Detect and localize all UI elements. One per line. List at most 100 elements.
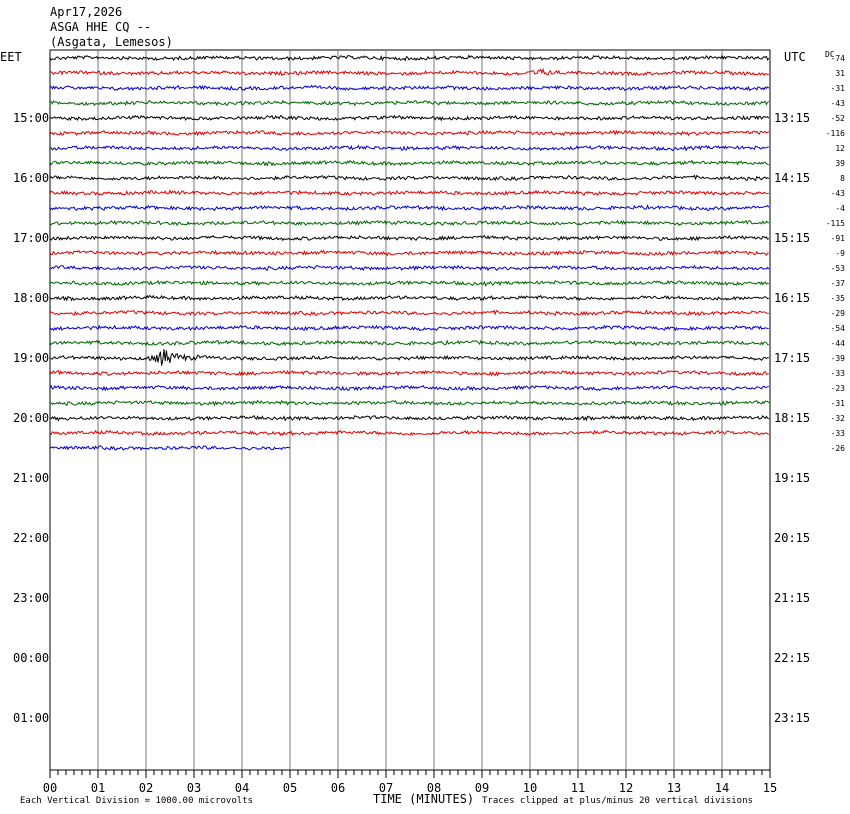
plot-frame: [49, 49, 771, 771]
trace-line: [49, 54, 770, 62]
right-hour-label: 17:15: [774, 351, 810, 365]
left-timezone-label: EET: [0, 50, 22, 64]
trace-line: [49, 67, 770, 77]
dc-offset-label: -43: [831, 99, 846, 108]
trace-line: [49, 114, 770, 122]
left-hour-label: 18:00: [13, 291, 49, 305]
dc-offset-label: -4: [835, 204, 845, 213]
right-hour-labels: 13:15 14:15 15:15 16:15 17:15 18:15 19:15 20:15…: [774, 111, 810, 725]
left-hour-label: 23:00: [13, 591, 49, 605]
dc-offset-label: -39: [831, 354, 846, 363]
header-date: Apr17,2026: [50, 5, 122, 19]
trace-line: [49, 159, 769, 167]
seismic-traces: [49, 54, 770, 451]
trace-line: [49, 369, 769, 377]
x-tick-label: 04: [235, 781, 249, 795]
right-hour-label: 19:15: [774, 471, 810, 485]
trace-line: [49, 249, 769, 257]
dc-offset-label: -91: [831, 234, 846, 243]
x-tick-label: 15: [763, 781, 777, 795]
x-tick-label: 06: [331, 781, 345, 795]
trace-line: [49, 174, 770, 182]
trace-line: [49, 129, 770, 137]
x-tick-label: 07: [379, 781, 393, 795]
scale-note: Each Vertical Division = 1000.00 microvo…: [20, 796, 253, 806]
right-hour-label: 21:15: [774, 591, 810, 605]
dc-offset-label: -54: [831, 324, 846, 333]
dc-offset-label: -116: [826, 129, 845, 138]
x-tick-label: 02: [139, 781, 153, 795]
dc-offset-label: -53: [831, 264, 846, 273]
dc-offset-label: -29: [831, 309, 846, 318]
header-location: (Asgata, Lemesos): [50, 35, 173, 49]
dc-offset-label: -35: [831, 294, 846, 303]
dc-offset-label: 31: [835, 69, 845, 78]
trace-line: [49, 324, 769, 332]
dc-offset-label: -33: [831, 369, 846, 378]
dc-label: DC: [825, 50, 835, 59]
dc-offset-label: -52: [831, 114, 846, 123]
x-tick-label: 00: [43, 781, 57, 795]
dc-offset-labels: -74 31 -31 -43 -52 -116 12 39 8 -43 -4 -115 -91 -9 -53…: [826, 54, 845, 453]
x-tick-label: 11: [571, 781, 585, 795]
trace-line: [49, 279, 770, 287]
right-hour-label: 20:15: [774, 531, 810, 545]
right-hour-label: 18:15: [774, 411, 810, 425]
right-timezone-label: UTC: [784, 50, 806, 64]
header-station: ASGA HHE CQ --: [50, 20, 151, 34]
left-hour-label: 01:00: [13, 711, 49, 725]
dc-offset-label: -44: [831, 339, 846, 348]
x-axis: 00 01 02 03 04 05 06 07 08 09 10 11 12 13 14 15: [43, 770, 777, 795]
x-tick-label: 08: [427, 781, 441, 795]
grid-lines: [49, 49, 771, 771]
dc-offset-label: -26: [831, 444, 846, 453]
left-hour-label: 21:00: [13, 471, 49, 485]
x-tick-label: 13: [667, 781, 681, 795]
x-tick-label: 05: [283, 781, 297, 795]
dc-offset-label: 12: [835, 144, 845, 153]
trace-line: [49, 309, 769, 317]
dc-offset-label: -31: [831, 84, 846, 93]
left-hour-label: 19:00: [13, 351, 49, 365]
left-hour-label: 15:00: [13, 111, 49, 125]
left-hour-label: 17:00: [13, 231, 49, 245]
trace-line: [49, 234, 770, 242]
trace-line: [49, 219, 770, 227]
dc-offset-label: 8: [840, 174, 845, 183]
dc-offset-label: -9: [835, 249, 845, 258]
dc-offset-label: -37: [831, 279, 846, 288]
trace-line: [49, 429, 770, 437]
trace-line: [49, 339, 769, 347]
x-tick-label: 14: [715, 781, 729, 795]
left-hour-label: 20:00: [13, 411, 49, 425]
left-hour-label: 22:00: [13, 531, 49, 545]
x-tick-label: 12: [619, 781, 633, 795]
trace-line: [49, 294, 770, 302]
trace-line: [49, 204, 770, 212]
x-tick-label: 09: [475, 781, 489, 795]
dc-offset-label: -33: [831, 429, 846, 438]
trace-line: [49, 99, 770, 107]
x-tick-label: 10: [523, 781, 537, 795]
right-hour-label: 15:15: [774, 231, 810, 245]
dc-offset-label: -31: [831, 399, 846, 408]
trace-line: [49, 349, 769, 366]
right-hour-label: 13:15: [774, 111, 810, 125]
trace-line: [49, 264, 770, 272]
clip-note: Traces clipped at plus/minus 20 vertical…: [482, 796, 753, 806]
trace-line: [49, 189, 769, 196]
dc-offset-label: -43: [831, 189, 846, 198]
trace-line: [49, 445, 291, 451]
left-hour-label: 00:00: [13, 651, 49, 665]
right-hour-label: 14:15: [774, 171, 810, 185]
dc-offset-label: -32: [831, 414, 846, 423]
dc-offset-label: -23: [831, 384, 846, 393]
right-hour-label: 16:15: [774, 291, 810, 305]
trace-line: [49, 144, 769, 152]
right-hour-label: 22:15: [774, 651, 810, 665]
right-hour-label: 23:15: [774, 711, 810, 725]
trace-line: [49, 414, 770, 422]
left-hour-labels: 15:00 16:00 17:00 18:00 19:00 20:00 21:00 22:00…: [13, 111, 49, 725]
trace-line: [49, 399, 770, 407]
